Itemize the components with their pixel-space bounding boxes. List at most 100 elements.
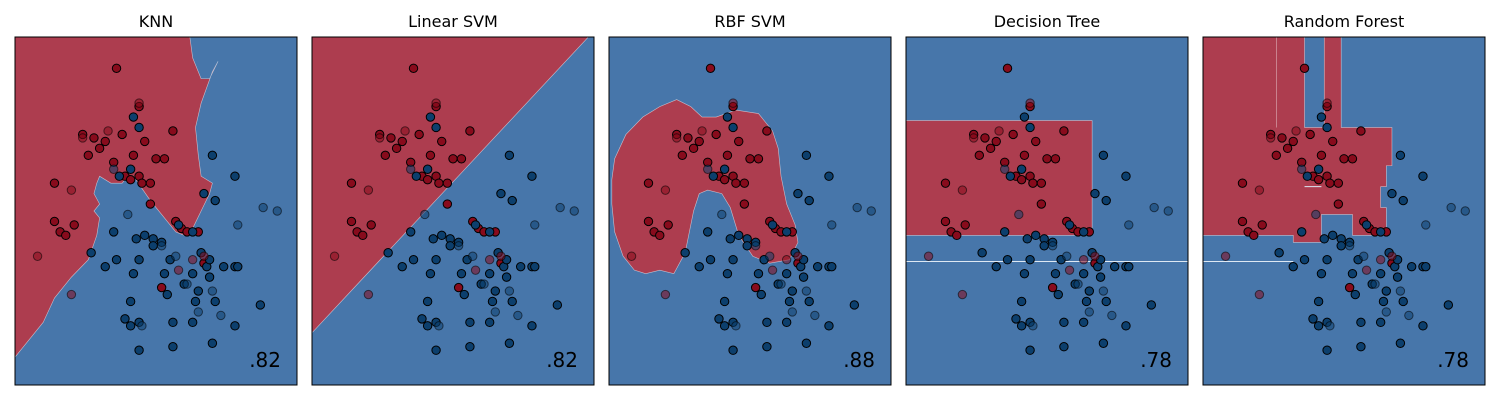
point-class1-test bbox=[1163, 206, 1173, 216]
point-class1-train bbox=[140, 230, 150, 241]
panel-decision-tree: Decision Tree .78 bbox=[905, 12, 1189, 386]
point-class1-train bbox=[109, 227, 119, 237]
point-class0-test bbox=[957, 289, 968, 300]
point-class0-train bbox=[380, 150, 391, 161]
point-class1-train bbox=[708, 171, 719, 181]
point-class1-test bbox=[1149, 202, 1159, 213]
point-class1-train bbox=[1121, 171, 1131, 181]
point-class1-train bbox=[504, 338, 515, 348]
point-class0-train bbox=[1036, 178, 1047, 188]
point-class0-train bbox=[688, 143, 699, 154]
point-class1-train bbox=[1378, 296, 1389, 307]
point-class1-train bbox=[187, 227, 198, 237]
point-class1-train bbox=[1000, 227, 1010, 237]
point-class1-test bbox=[1421, 220, 1431, 230]
point-class0-test bbox=[66, 289, 77, 300]
point-class1-train bbox=[756, 289, 766, 300]
point-class1-test bbox=[810, 310, 820, 321]
point-class1-train bbox=[459, 289, 469, 300]
point-class0-test bbox=[1387, 251, 1397, 261]
point-class0-test bbox=[1291, 126, 1301, 136]
point-class0-test bbox=[374, 133, 385, 143]
point-class1-train bbox=[173, 220, 184, 230]
point-class1-train bbox=[411, 171, 422, 181]
point-class1-train bbox=[1025, 255, 1035, 265]
point-class0-train bbox=[434, 178, 444, 188]
point-class0-train bbox=[414, 129, 424, 140]
point-class1-train bbox=[1313, 164, 1324, 174]
point-class0-train bbox=[739, 178, 750, 188]
point-class0-train bbox=[980, 133, 990, 143]
point-class1-train bbox=[1101, 195, 1111, 206]
point-class1-train bbox=[680, 248, 690, 258]
point-class1-train bbox=[496, 188, 506, 199]
point-class0-test bbox=[957, 185, 968, 195]
point-class1-train bbox=[1124, 261, 1134, 272]
point-class1-train bbox=[1025, 345, 1035, 355]
point-class1-train bbox=[422, 321, 433, 331]
point-class1-train bbox=[207, 338, 218, 348]
point-class0-test bbox=[431, 98, 441, 108]
point-class1-test bbox=[468, 251, 478, 261]
point-class1-test bbox=[1359, 251, 1369, 261]
point-class1-test bbox=[123, 209, 133, 220]
point-class1-test bbox=[1325, 321, 1335, 331]
point-class1-train bbox=[470, 220, 481, 230]
point-class0-train bbox=[643, 178, 654, 188]
point-class0-train bbox=[762, 126, 772, 136]
point-class1-train bbox=[530, 261, 540, 272]
point-class1-test bbox=[490, 307, 500, 317]
point-class1-train bbox=[753, 268, 764, 279]
point-class0-train bbox=[1050, 154, 1061, 164]
point-class1-train bbox=[1302, 171, 1313, 181]
point-class1-train bbox=[1395, 150, 1406, 161]
point-class1-test bbox=[1028, 321, 1038, 331]
point-class0-test bbox=[1090, 251, 1100, 261]
point-class1-test bbox=[434, 321, 444, 331]
point-class1-train bbox=[431, 122, 441, 133]
plot-area bbox=[15, 37, 282, 358]
point-class0-test bbox=[781, 255, 792, 265]
point-class0-train bbox=[465, 126, 475, 136]
point-class1-test bbox=[479, 279, 489, 289]
point-class0-train bbox=[1288, 136, 1298, 147]
point-class1-train bbox=[1297, 227, 1307, 237]
point-class1-train bbox=[233, 261, 243, 272]
point-class1-train bbox=[190, 296, 201, 307]
point-class0-train bbox=[750, 282, 761, 293]
plot-area bbox=[1203, 37, 1470, 355]
point-class1-train bbox=[1398, 195, 1408, 206]
point-class0-train bbox=[1333, 199, 1344, 209]
point-class1-train bbox=[1022, 234, 1032, 244]
point-class1-train bbox=[1328, 230, 1338, 241]
point-class1-train bbox=[1019, 268, 1030, 279]
point-class0-train bbox=[69, 220, 79, 230]
point-class1-test bbox=[1311, 209, 1321, 220]
point-class1-train bbox=[1350, 289, 1360, 300]
point-class1-train bbox=[397, 261, 407, 272]
point-class1-test bbox=[555, 202, 565, 213]
panel-title: RBF SVM bbox=[714, 12, 785, 31]
point-class1-train bbox=[787, 286, 797, 296]
point-class1-train bbox=[501, 272, 512, 282]
point-class1-train bbox=[162, 289, 172, 300]
point-class1-train bbox=[1375, 317, 1386, 328]
point-class0-train bbox=[145, 178, 156, 188]
point-class0-train bbox=[366, 220, 376, 230]
point-class1-test bbox=[207, 286, 218, 296]
point-class0-train bbox=[422, 174, 433, 185]
point-class1-test bbox=[776, 279, 786, 289]
point-class1-test bbox=[1073, 279, 1083, 289]
point-class1-train bbox=[767, 220, 778, 230]
point-class1-train bbox=[1274, 248, 1284, 258]
point-class0-test bbox=[660, 185, 671, 195]
point-class1-train bbox=[1313, 296, 1324, 307]
point-class1-train bbox=[1016, 296, 1027, 307]
point-class0-test bbox=[173, 265, 184, 275]
point-class1-train bbox=[408, 255, 419, 265]
point-class1-test bbox=[703, 164, 713, 174]
point-class1-train bbox=[445, 241, 455, 251]
point-class1-train bbox=[781, 227, 792, 237]
point-class1-train bbox=[1059, 317, 1069, 328]
point-class1-train bbox=[1078, 317, 1089, 328]
